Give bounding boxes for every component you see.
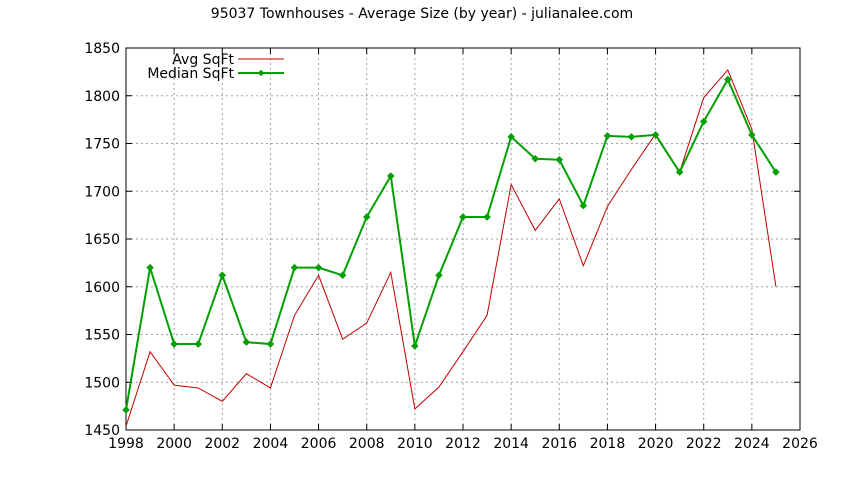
data-point [435,271,443,280]
y-tick-label: 1550 [84,328,120,344]
y-tick-label: 1750 [84,137,120,153]
data-point [748,131,756,139]
data-point [603,132,612,140]
data-point [362,213,371,221]
legend-label: Median SqFt [147,66,234,82]
x-tick-label: 2018 [590,436,626,452]
x-tick-label: 2016 [541,436,577,452]
series-line [125,77,777,411]
data-point [627,133,636,141]
x-tick-label: 2012 [445,436,481,452]
y-tick-label: 1500 [84,375,120,391]
x-tick-label: 2022 [686,436,722,452]
data-point [699,117,708,126]
y-tick-label: 1650 [84,232,120,248]
x-tick-label: 2010 [397,436,433,452]
x-tick-label: 2026 [782,436,818,452]
axes: 1998 2000 2002 2004 2006 2008 2010 2012 2014 2016… [84,41,818,452]
x-tick-label: 2004 [253,436,289,452]
x-tick-label: 2002 [204,436,240,452]
data-point [170,340,178,348]
y-tick-label: 1450 [84,423,120,439]
legend-marker [257,69,265,77]
data-point [651,131,660,139]
data-point [483,213,491,221]
data-point [579,201,588,210]
data-point [218,271,227,280]
data-point [314,263,323,272]
data-point [387,172,395,180]
data-point [555,155,564,164]
data-point [290,263,299,272]
data-point [266,340,275,348]
y-tick-label: 1850 [84,41,120,57]
data-point [194,340,202,348]
chart-title: 95037 Townhouses - Average Size (by year… [211,6,633,22]
data-point [507,133,515,141]
data-point [146,263,154,272]
data-point [531,155,539,163]
data-point [675,168,684,176]
x-tick-label: 2008 [349,436,385,452]
data-point [338,271,347,280]
legend-label: Avg SqFt [172,52,234,68]
series-layer [122,69,780,427]
x-tick-label: 2014 [493,436,529,452]
data-point [122,406,130,414]
x-tick-label: 2000 [156,436,192,452]
series-2 [122,75,780,414]
data-point [772,168,780,176]
x-tick-label: 1998 [108,436,144,452]
data-point [724,75,732,84]
data-point [242,338,251,346]
y-tick-label: 1800 [84,89,120,105]
x-tick-label: 2024 [734,436,770,452]
data-point [459,213,467,221]
y-tick-label: 1600 [84,280,120,296]
y-tick-label: 1700 [84,184,120,200]
x-tick-label: 2020 [638,436,674,452]
x-tick-label: 2006 [301,436,337,452]
grid [126,48,800,430]
data-point [411,342,419,350]
